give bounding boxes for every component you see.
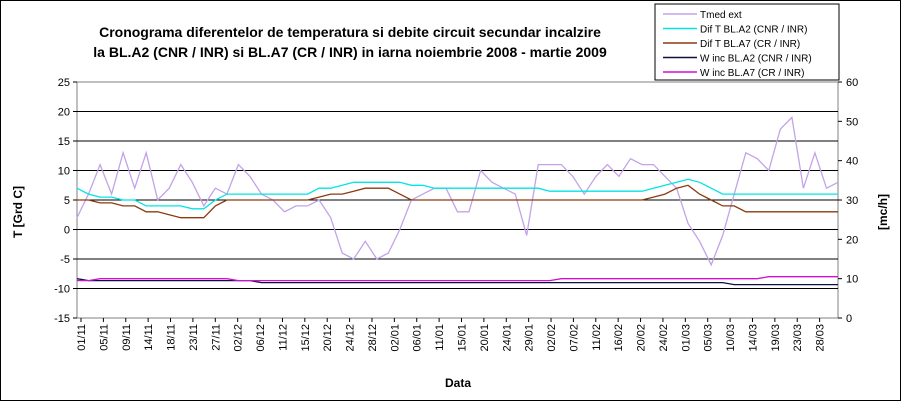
left-tick-label: 5 [64, 195, 70, 207]
series-line [77, 276, 838, 282]
legend-label: W inc BL.A2 (CNR / INR) [700, 54, 812, 65]
x-tick-label: 02/01 [389, 324, 401, 352]
x-tick-label: 11/02 [591, 324, 603, 351]
right-tick-label: 60 [846, 77, 858, 89]
chart-title-line-1: Cronograma diferentelor de temperatura s… [99, 24, 601, 40]
x-tick-label: 23/11 [188, 324, 200, 351]
chart-title-line-2: la BL.A2 (CNR / INR) si BL.A7 (CR / INR)… [93, 44, 607, 60]
x-tick-label: 11/01 [434, 324, 446, 351]
x-axis-ticks: 01/11 05/11 09/11 14/11 18/11 23/11 27/11 02/12… [76, 318, 827, 352]
x-tick-label: 14/11 [143, 324, 155, 351]
right-tick-label: 20 [846, 234, 858, 246]
x-tick-label: 29/01 [524, 324, 536, 352]
series-line [76, 278, 838, 286]
x-tick-label: 15/01 [457, 324, 469, 352]
x-tick-label: 10/03 [725, 324, 737, 352]
right-tick-label: 10 [846, 274, 858, 286]
left-tick-label: -5 [60, 254, 70, 266]
right-tick-label: 30 [846, 195, 858, 207]
x-tick-label: 20/01 [479, 324, 491, 352]
left-tick-label: 0 [64, 225, 70, 237]
x-tick-label: 28/12 [367, 324, 379, 352]
x-tick-label: 06/12 [255, 324, 267, 352]
left-tick-label: -10 [54, 284, 70, 296]
right-tick-label: 40 [846, 156, 858, 168]
series-line [76, 116, 839, 267]
x-tick-label: 06/01 [412, 324, 424, 352]
legend-label: Tmed ext [700, 10, 742, 21]
series-line [76, 178, 838, 210]
x-tick-label: 24/12 [345, 324, 357, 352]
right-axis-ticks: 0 10 20 30 40 50 60 [838, 77, 858, 325]
x-tick-label: 05/03 [703, 324, 715, 352]
legend-label: Dif T BL.A2 (CNR / INR) [700, 25, 807, 36]
x-tick-label: 01/11 [76, 324, 88, 351]
series-lines [76, 116, 839, 286]
x-tick-label: 23/03 [792, 324, 804, 352]
right-tick-label: 50 [846, 116, 858, 128]
x-tick-label: 20/02 [636, 324, 648, 352]
y-axis-right-label: [mc/h] [876, 194, 890, 230]
x-tick-label: 24/02 [658, 324, 670, 352]
x-tick-label: 11/12 [277, 324, 289, 351]
x-tick-label: 15/12 [300, 324, 312, 352]
x-tick-label: 01/03 [680, 324, 692, 352]
x-tick-label: 09/11 [121, 324, 133, 351]
left-tick-label: 25 [58, 77, 70, 89]
x-tick-label: 28/03 [815, 324, 827, 352]
x-tick-label: 19/03 [770, 324, 782, 352]
left-tick-label: -15 [54, 313, 70, 325]
legend-label: W inc BL.A7 (CR / INR) [700, 68, 804, 79]
gridlines [77, 111, 838, 289]
legend-label: Dif T BL.A7 (CR / INR) [700, 39, 800, 50]
left-tick-label: 20 [58, 107, 70, 119]
x-tick-label: 20/12 [322, 324, 334, 352]
legend-box [654, 3, 840, 81]
x-tick-label: 18/11 [166, 324, 178, 351]
legend: Tmed ext Dif T BL.A2 (CNR / INR) Dif T BL.… [654, 3, 840, 81]
x-axis-label: Data [445, 376, 471, 390]
chart-title: Cronograma diferentelor de temperatura s… [40, 22, 660, 62]
right-tick-label: 0 [846, 313, 852, 325]
y-axis-left-label: T [Grd C] [11, 186, 25, 238]
x-tick-label: 24/01 [501, 324, 513, 352]
x-tick-label: 14/03 [747, 324, 759, 352]
x-tick-label: 02/12 [233, 324, 245, 352]
x-tick-label: 27/11 [210, 324, 222, 351]
left-tick-label: 15 [58, 136, 70, 148]
x-tick-label: 16/02 [613, 324, 625, 352]
x-tick-label: 05/11 [98, 324, 110, 351]
x-tick-label: 02/02 [546, 324, 558, 352]
left-tick-label: 10 [58, 166, 70, 178]
left-axis-ticks: -15 -10 -5 0 5 10 15 20 25 [54, 77, 77, 325]
x-tick-label: 07/02 [568, 324, 580, 352]
series-line [77, 184, 838, 219]
